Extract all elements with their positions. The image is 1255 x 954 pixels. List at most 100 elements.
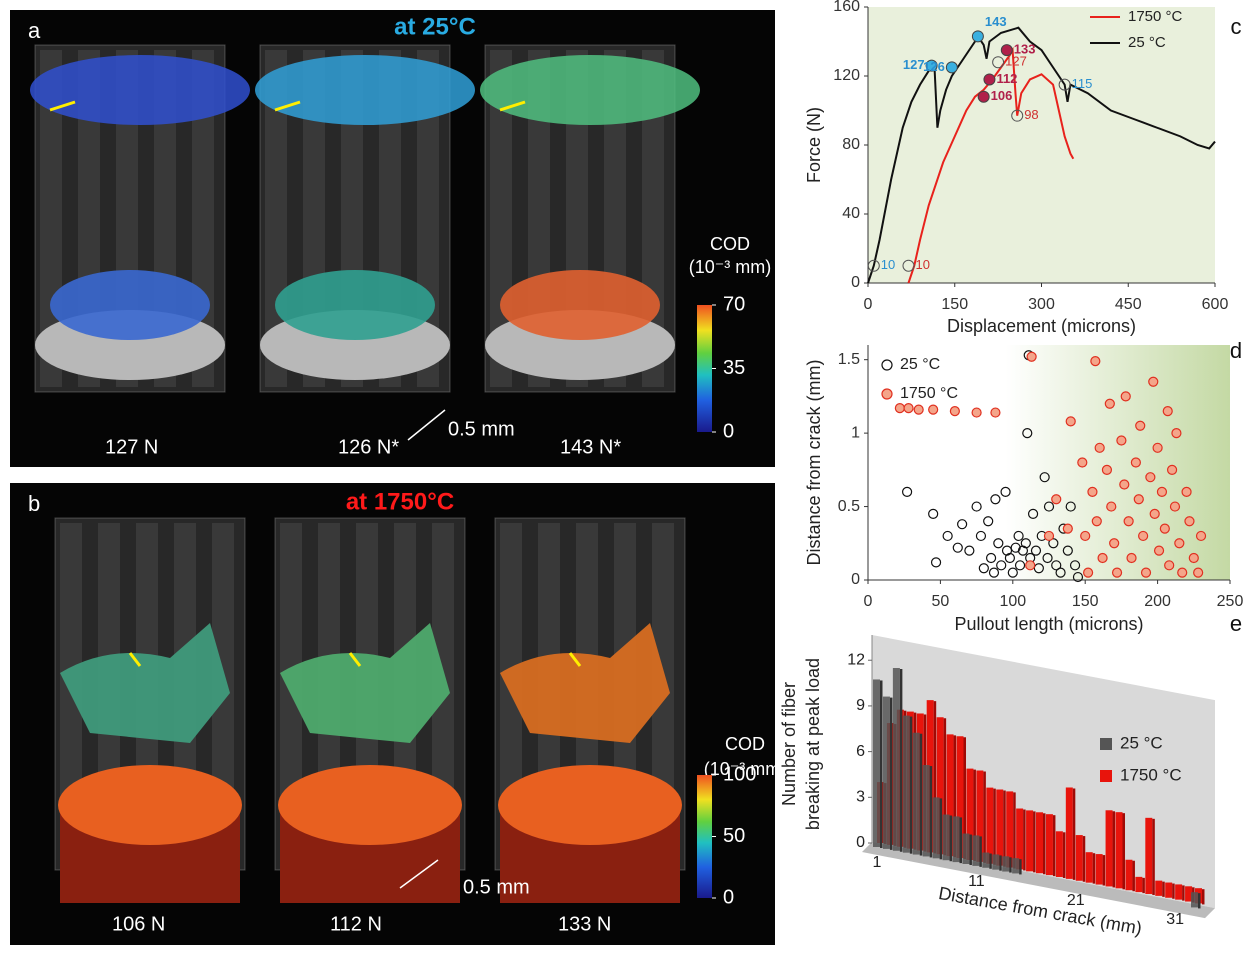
y-tick-label: 160 — [833, 0, 860, 15]
annotation-marker — [971, 30, 984, 43]
bar-side — [899, 669, 903, 852]
scatter-point — [1166, 464, 1178, 475]
scatter-point — [1135, 420, 1146, 431]
colorbar-unit: (10⁻³ mm) — [704, 759, 787, 779]
scatter-point — [990, 494, 1001, 505]
scatter-point — [1025, 560, 1036, 571]
load-label: 133 N — [558, 913, 611, 935]
bar — [1175, 884, 1183, 900]
scatter-point — [952, 542, 963, 553]
colorbar-unit: (10⁻³ mm) — [689, 257, 772, 277]
annotation-marker — [902, 259, 915, 272]
annotation-label: 10 — [881, 257, 895, 272]
bar-side — [1023, 809, 1026, 871]
x-tick-label: 1 — [873, 854, 882, 871]
panel-letter: e — [1230, 611, 1242, 636]
colorbar — [697, 775, 712, 898]
annotation-label: 106 — [991, 88, 1013, 103]
crack-surface — [255, 55, 475, 125]
bar — [1085, 852, 1093, 883]
bar — [952, 816, 960, 863]
scatter-point — [1184, 516, 1195, 527]
bar — [1036, 812, 1043, 874]
legend-label: 1750 °C — [1120, 765, 1182, 784]
bar — [873, 679, 880, 847]
legend-swatch — [1100, 770, 1112, 782]
scatter-point — [894, 403, 905, 414]
bar — [936, 717, 944, 855]
scatter-point — [1043, 501, 1055, 512]
y-axis-label: Number of fiber — [779, 682, 799, 806]
bar-side — [1112, 811, 1116, 888]
colorbar-tick-label: 70 — [723, 293, 745, 315]
arrow — [128, 652, 142, 667]
arrow — [274, 100, 301, 112]
scatter-point — [942, 530, 953, 542]
annotation-label: 98 — [1024, 107, 1038, 122]
rendering-title: at 1750°C — [346, 488, 454, 515]
annotation-marker — [992, 56, 1005, 69]
annotation-marker — [945, 61, 958, 74]
panel-letter: c — [1231, 14, 1242, 39]
bar — [1095, 854, 1103, 885]
scatter-point — [1130, 457, 1141, 468]
arrow — [568, 652, 582, 667]
scatter-point — [1140, 567, 1152, 578]
legend-label: 25 °C — [1128, 34, 1166, 51]
scatter-point — [1111, 567, 1123, 578]
bar — [1065, 787, 1073, 879]
scatter-point — [1195, 530, 1207, 542]
bar — [1045, 814, 1053, 876]
bar — [902, 715, 910, 853]
bar-side — [1152, 818, 1155, 895]
bar — [1012, 858, 1020, 874]
crack-surface — [30, 55, 250, 125]
scatter-point — [1133, 494, 1144, 505]
crack-surface — [500, 623, 670, 743]
annotation-label: 133 — [1014, 42, 1036, 57]
x-tick-label: 0 — [864, 296, 873, 313]
bar — [942, 814, 950, 861]
colorbar-title: COD — [710, 234, 750, 254]
scatter-point — [985, 552, 997, 564]
scatter-point — [1109, 538, 1120, 549]
bar-side — [1062, 832, 1066, 878]
bar — [1105, 810, 1113, 887]
annotation-label: 127 — [903, 57, 925, 72]
bar — [956, 736, 964, 859]
scatter-point — [971, 407, 982, 418]
bar — [1145, 817, 1153, 894]
scatter-point — [978, 563, 989, 574]
scatter-point — [1091, 516, 1102, 527]
y-tick-label: 9 — [856, 697, 865, 714]
scatter-point — [1120, 391, 1131, 402]
scatter-point — [1007, 567, 1018, 578]
scatter-point — [1090, 356, 1101, 367]
scatter-point — [901, 486, 913, 497]
x-tick-label: 11 — [968, 873, 985, 890]
scatter-point — [1001, 545, 1013, 556]
scatter-point — [1106, 501, 1117, 512]
x-tick-label: 31 — [1166, 911, 1184, 928]
scatter-point — [949, 405, 960, 417]
colorbar-tick-label: 0 — [723, 886, 734, 908]
bar-side — [1033, 811, 1036, 873]
bar-side — [919, 733, 923, 856]
scatter-point — [930, 557, 942, 568]
legend-label: 1750 °C — [900, 385, 958, 402]
bar-side — [1172, 883, 1175, 899]
scatter-point — [928, 508, 939, 520]
bar — [1075, 835, 1083, 881]
bar-side — [943, 718, 947, 856]
bar — [1115, 812, 1123, 889]
load-label: 112 N — [330, 913, 382, 935]
annotation-label: 127 — [1005, 54, 1027, 69]
scatter-point — [1043, 530, 1055, 542]
y-tick-label: 6 — [856, 743, 865, 760]
scatter-point — [983, 516, 994, 527]
scatter-point — [1148, 376, 1159, 387]
annotation-label: 115 — [1072, 76, 1093, 91]
crack-surface — [60, 623, 230, 743]
scatter-point — [1051, 560, 1062, 571]
scatter-point — [971, 501, 982, 512]
